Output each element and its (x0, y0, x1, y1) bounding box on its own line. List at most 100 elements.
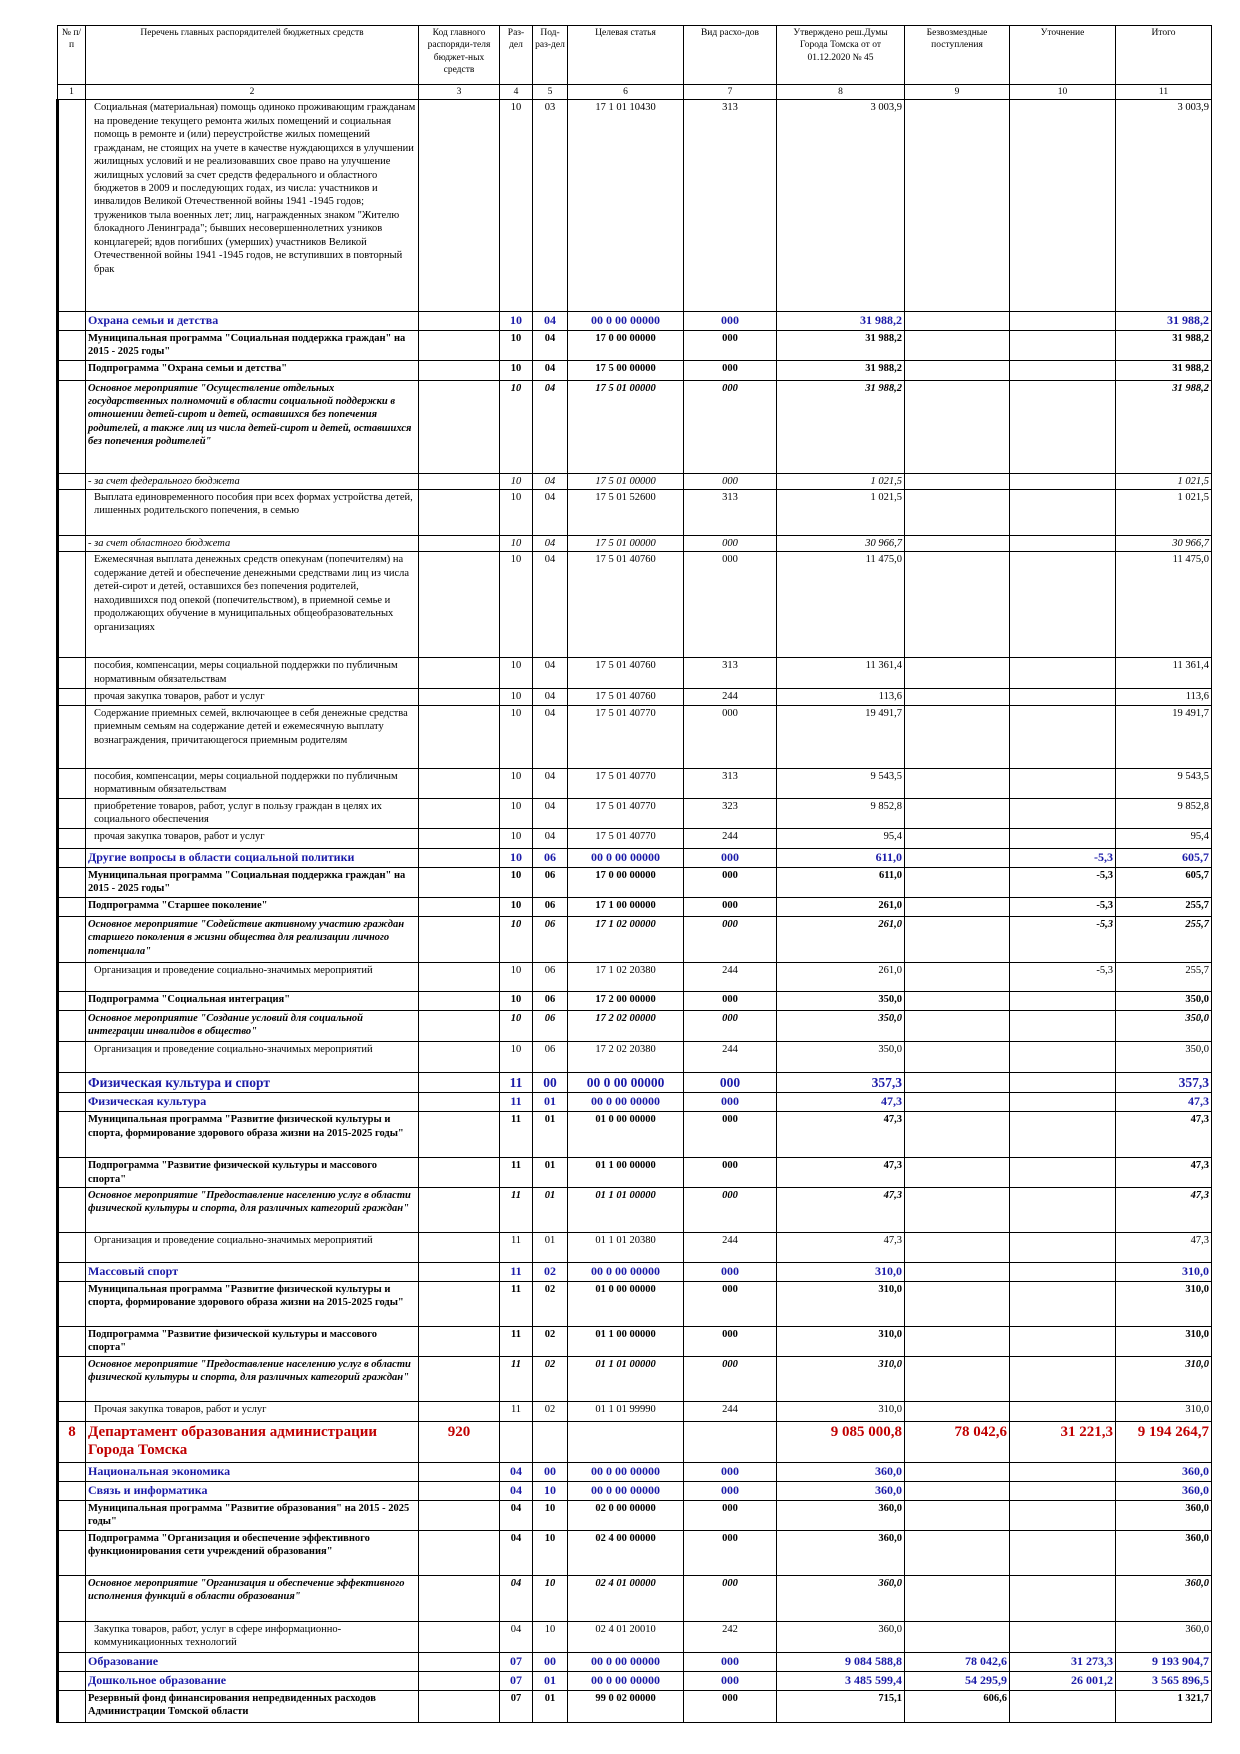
empty-cell (56, 1281, 86, 1328)
cell-target: 01 1 01 99990 (567, 1401, 684, 1423)
cell-exp: 313 (683, 489, 777, 537)
empty-cell (418, 1092, 500, 1113)
cell-sub: 06 (532, 896, 568, 917)
cell-name: Департамент образования администрации Го… (85, 1421, 419, 1464)
empty-cell (56, 551, 86, 659)
table-row: Основное мероприятие "Содействие активно… (56, 915, 1212, 963)
cell-target: 17 2 02 00000 (567, 1009, 684, 1042)
empty-cell (904, 472, 1010, 491)
cell-target: 02 4 00 00000 (567, 1530, 684, 1577)
cell-approved: 31 988,2 (776, 359, 905, 381)
cell-name: - за счет областного бюджета (85, 535, 419, 553)
empty-cell (1009, 551, 1116, 659)
cell-target: 01 0 00 00000 (567, 1281, 684, 1328)
cell-sec: 04 (499, 1462, 533, 1483)
cell-total: 3 565 896,5 (1115, 1671, 1212, 1692)
cell-sub: 04 (532, 551, 568, 659)
empty-cell (1009, 1500, 1116, 1532)
empty-cell (904, 767, 1010, 799)
empty-cell (56, 489, 86, 537)
table-row: приобретение товаров, работ, услуг в пол… (56, 797, 1212, 829)
cell-approved: 1 021,5 (776, 489, 905, 537)
cell-approved: 95,4 (776, 827, 905, 849)
header-cell: Перечень главных распорядителей бюджетны… (85, 25, 419, 85)
empty-cell (56, 1530, 86, 1577)
cell-total: 1 321,7 (1115, 1690, 1212, 1724)
empty-cell (1009, 472, 1116, 491)
cell-exp: 323 (683, 797, 777, 829)
cell-exp: 000 (683, 1530, 777, 1577)
cell-exp: 000 (683, 1326, 777, 1358)
empty-cell (56, 1092, 86, 1113)
cell-exp: 000 (683, 1652, 777, 1673)
cell-target: 17 5 01 40760 (567, 688, 684, 706)
empty-cell (1009, 1462, 1116, 1483)
empty-cell (56, 99, 86, 313)
cell-total: 9 193 904,7 (1115, 1652, 1212, 1673)
cell-approved: 11 475,0 (776, 551, 905, 659)
empty-cell (904, 1040, 1010, 1073)
cell-sub: 00 (532, 1462, 568, 1483)
table-row: Связь и информатика 04 10 00 0 00 00000 000 3… (56, 1481, 1212, 1502)
table-row: Резервный фонд финансирования непредвиде… (56, 1690, 1212, 1724)
cell-sub: 06 (532, 1009, 568, 1042)
empty-cell (56, 1262, 86, 1283)
empty-cell (56, 311, 86, 331)
empty-cell (418, 915, 500, 963)
cell-total: 310,0 (1115, 1356, 1212, 1403)
table-row: Выплата единовременного пособия при всех… (56, 489, 1212, 537)
cell-total: 350,0 (1115, 1040, 1212, 1073)
cell-approved: 310,0 (776, 1262, 905, 1283)
header-cell: Вид расхо-дов (683, 25, 777, 85)
cell-exp: 000 (683, 1262, 777, 1283)
cell-total: 360,0 (1115, 1621, 1212, 1654)
cell-sec: 10 (499, 797, 533, 829)
cell-sec: 04 (499, 1481, 533, 1502)
empty-cell (418, 1232, 500, 1264)
cell-target: 00 0 00 00000 (567, 1092, 684, 1113)
cell-sub: 01 (532, 1092, 568, 1113)
empty-cell (418, 1157, 500, 1189)
empty-cell (56, 1500, 86, 1532)
header-cell: Раз-дел (499, 25, 533, 85)
empty-cell (904, 1500, 1010, 1532)
cell-sub: 04 (532, 797, 568, 829)
cell-total: 360,0 (1115, 1575, 1212, 1623)
cell-sub: 00 (532, 1071, 568, 1094)
empty-cell (904, 359, 1010, 381)
cell-sec: 10 (499, 99, 533, 313)
empty-cell (418, 1326, 500, 1358)
empty-cell (904, 1530, 1010, 1577)
cell-target: 17 1 00 00000 (567, 896, 684, 917)
column-number: 10 (1009, 83, 1116, 101)
cell-total: 350,0 (1115, 990, 1212, 1011)
empty-cell (904, 1157, 1010, 1189)
empty-cell (1009, 1530, 1116, 1577)
cell-sec: 10 (499, 688, 533, 706)
cell-sub: 04 (532, 311, 568, 331)
cell-sub: 06 (532, 990, 568, 1011)
cell-approved: 261,0 (776, 896, 905, 917)
empty-cell (418, 489, 500, 537)
cell-approved: 113,6 (776, 688, 905, 706)
cell-total: 310,0 (1115, 1326, 1212, 1358)
cell-approved: 31 988,2 (776, 379, 905, 474)
empty-cell (418, 311, 500, 331)
empty-cell (418, 329, 500, 361)
cell-target: 17 0 00 00000 (567, 866, 684, 898)
cell-total: 310,0 (1115, 1401, 1212, 1423)
column-number: 11 (1115, 83, 1212, 101)
cell-exp: 000 (683, 535, 777, 553)
empty-cell (904, 797, 1010, 829)
cell-name: Прочая закупка товаров, работ и услуг (85, 1401, 419, 1423)
empty-cell (904, 688, 1010, 706)
cell-approved: 350,0 (776, 1009, 905, 1042)
empty-cell (1009, 1401, 1116, 1423)
header-cell: Целевая статья (567, 25, 684, 85)
empty-cell (56, 1621, 86, 1654)
cell-sub: 04 (532, 489, 568, 537)
cell-total: 3 003,9 (1115, 99, 1212, 313)
cell-sec: 11 (499, 1326, 533, 1358)
cell-sec: 10 (499, 704, 533, 769)
empty-cell (904, 1232, 1010, 1264)
